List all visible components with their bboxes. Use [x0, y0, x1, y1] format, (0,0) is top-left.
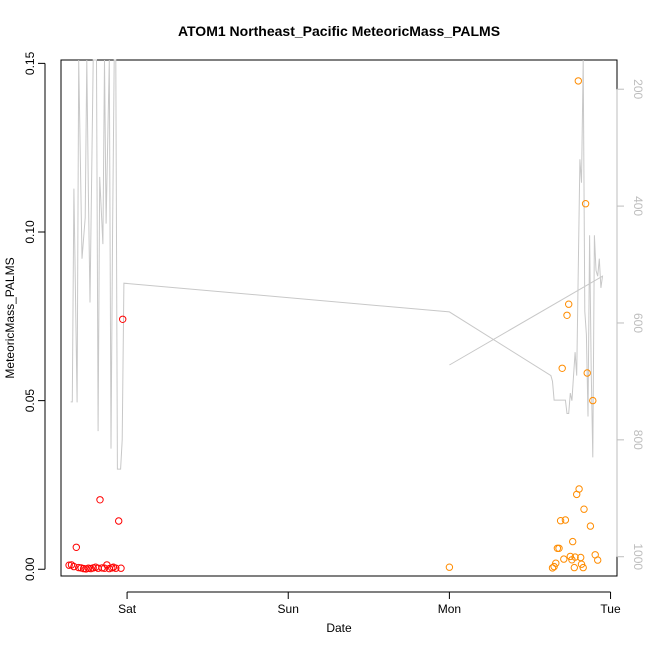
- data-point-s1-16: [571, 553, 579, 561]
- data-point-s0-6: [79, 564, 88, 573]
- secondary-tick-label-4: 1000: [631, 543, 645, 570]
- data-point-s1-22: [579, 563, 587, 572]
- data-point-s1-14: [569, 537, 577, 546]
- data-point-s0-3: [72, 543, 81, 551]
- data-point-s1-8: [560, 555, 568, 563]
- x-tick-label-3: Tue: [600, 602, 621, 616]
- data-point-s1-27: [589, 396, 597, 405]
- y-tick-label-3: 0.15: [23, 51, 37, 75]
- data-point-s1-23: [580, 505, 588, 513]
- data-point-s0-23: [119, 315, 127, 323]
- y-tick-label-1: 0.05: [23, 389, 37, 413]
- chart-title: ATOM1 Northeast_Pacific MeteoricMass_PAL…: [178, 23, 500, 39]
- data-point-s1-10: [563, 311, 571, 319]
- data-point-s1-24: [581, 200, 590, 208]
- x-tick-label-1: Sun: [278, 602, 299, 616]
- data-point-s1-2: [550, 562, 558, 571]
- secondary-tick-label-3: 800: [631, 430, 645, 450]
- x-tick-label-0: Sat: [118, 602, 137, 616]
- data-point-s0-0: [65, 561, 73, 569]
- data-point-s1-15: [570, 563, 578, 572]
- data-point-s1-7: [558, 364, 566, 372]
- secondary-tick-label-0: 200: [631, 79, 645, 99]
- data-point-s1-19: [575, 485, 583, 493]
- data-point-s1-18: [574, 77, 582, 85]
- secondary-tick-label-2: 600: [631, 313, 645, 333]
- data-point-s1-9: [561, 516, 570, 524]
- points-layer: [65, 77, 602, 573]
- data-point-s1-6: [556, 517, 565, 525]
- data-point-s0-22: [117, 564, 125, 572]
- data-point-s1-11: [565, 300, 573, 308]
- data-point-s1-29: [594, 556, 602, 564]
- data-point-s1-21: [577, 560, 586, 568]
- data-point-s0-4: [75, 563, 83, 572]
- data-point-s1-3: [552, 559, 560, 567]
- data-point-s0-13: [96, 496, 104, 504]
- altitude-layer: [70, 59, 604, 470]
- data-point-s1-0: [445, 563, 454, 571]
- axes-layer: Sat Sun Mon Tue 0.00 0.05 0.10 0.15 200 400 600 800…: [23, 51, 645, 615]
- data-point-s0-2: [70, 562, 78, 571]
- y-axis-label: MeteoricMass_PALMS: [3, 257, 17, 378]
- secondary-tick-label-1: 400: [631, 196, 645, 216]
- data-point-s0-20: [112, 564, 120, 572]
- altitude-series-line: [70, 59, 604, 470]
- y-tick-label-2: 0.10: [23, 220, 37, 244]
- x-tick-label-2: Mon: [438, 602, 461, 616]
- x-axis-label: Date: [326, 621, 352, 635]
- data-point-s1-12: [566, 552, 574, 561]
- data-point-s0-21: [115, 517, 123, 525]
- data-point-s1-5: [555, 544, 563, 552]
- data-point-s1-25: [583, 369, 591, 377]
- y-tick-label-0: 0.00: [23, 557, 37, 581]
- data-point-s1-26: [586, 522, 595, 530]
